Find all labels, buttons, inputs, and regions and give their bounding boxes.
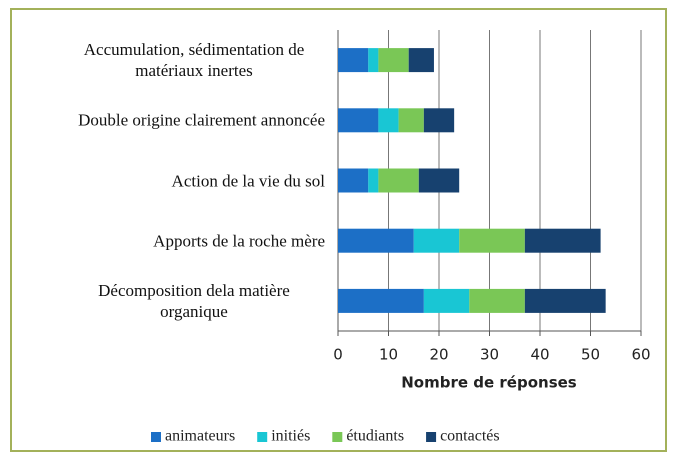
legend-label: étudiants <box>346 428 404 445</box>
category-label: Double origine clairement annoncée <box>78 110 325 130</box>
x-tick-label: 20 <box>429 346 448 364</box>
bar-segment <box>423 108 455 133</box>
x-tick-label: 50 <box>581 346 600 364</box>
legend-label: contactés <box>440 428 500 445</box>
bar-segment <box>408 48 434 73</box>
bar-segment <box>378 168 419 193</box>
x-tick-label: 0 <box>333 346 343 364</box>
bar-segment <box>368 168 379 193</box>
legend-swatch <box>257 432 268 442</box>
bar-segment <box>423 288 470 313</box>
bar-segment <box>338 48 369 73</box>
legend-swatch <box>332 432 343 442</box>
bar-segment <box>469 288 525 313</box>
category-label: Décomposition dela matière organique <box>98 280 290 321</box>
bar-segment <box>413 228 460 253</box>
category-label: Apports de la roche mère <box>153 231 325 251</box>
bar-segment <box>378 108 399 133</box>
x-tick-label: 60 <box>631 346 650 364</box>
category-label: Accumulation, sédimentation de matériaux… <box>83 40 305 81</box>
bar-segment <box>398 108 424 133</box>
x-tick-label: 30 <box>480 346 499 364</box>
category-label: Action de la vie du sol <box>171 171 325 190</box>
bar-segment <box>338 168 369 193</box>
legend-label: animateurs <box>165 428 235 445</box>
legend-swatch <box>151 432 161 442</box>
x-axis-title: Nombre de réponses <box>401 374 577 392</box>
legend-label: initiés <box>271 428 310 445</box>
bar-segment <box>368 48 379 73</box>
bar-segment <box>338 228 414 253</box>
bar-segment <box>418 168 460 193</box>
x-tick-label: 10 <box>379 346 398 364</box>
bar-segment <box>338 288 424 313</box>
bar-segment <box>378 48 409 73</box>
x-tick-label: 40 <box>530 346 549 364</box>
bar-segment <box>524 288 606 313</box>
bar-segment <box>459 228 525 253</box>
bar-segment <box>524 228 601 253</box>
bar-segment <box>338 108 379 133</box>
legend-swatch <box>426 432 437 442</box>
